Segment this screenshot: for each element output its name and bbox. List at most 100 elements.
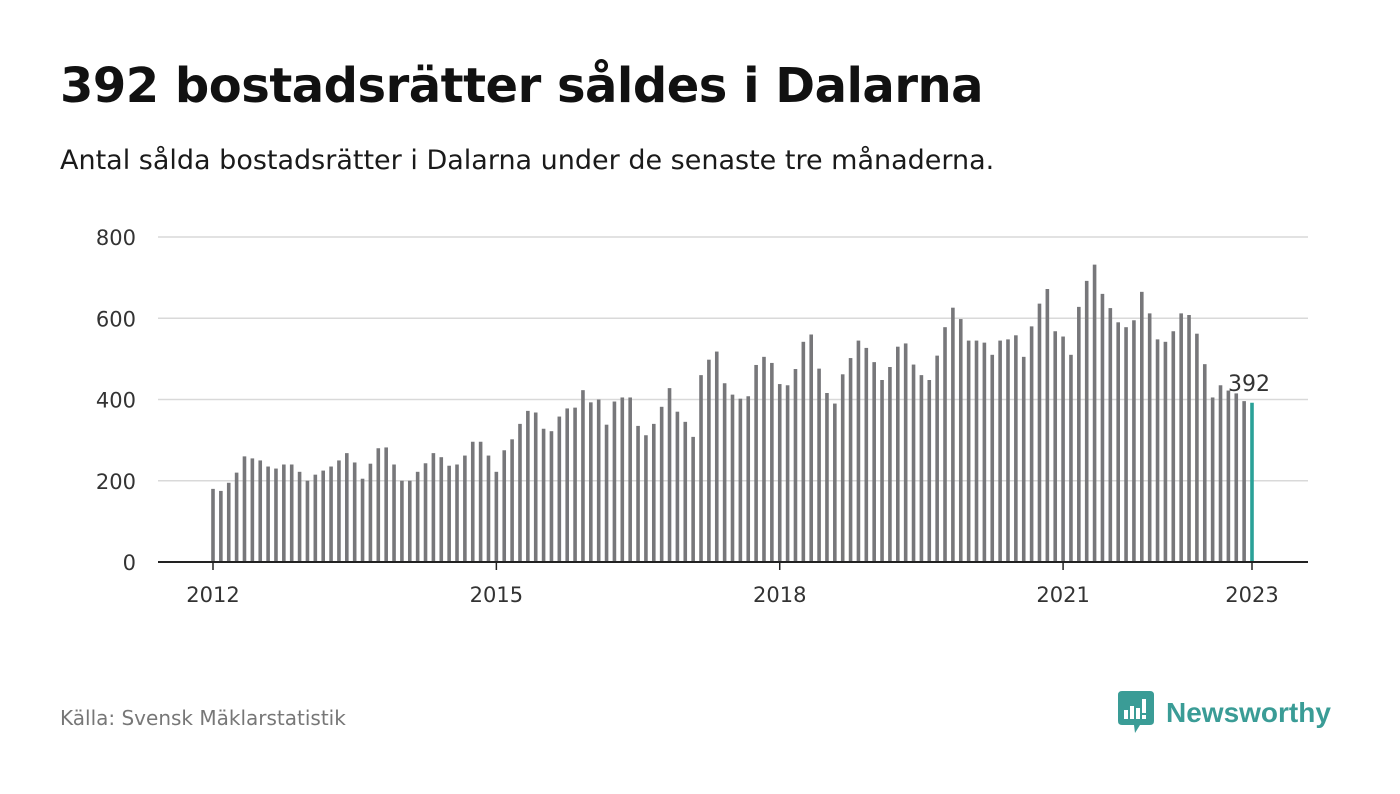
bar — [966, 340, 971, 562]
bar — [927, 380, 932, 562]
y-tick-label: 600 — [96, 307, 136, 331]
bar — [1014, 335, 1018, 562]
bar — [384, 447, 388, 562]
bar — [526, 410, 530, 563]
bar — [896, 346, 900, 562]
x-tick-label: 2018 — [753, 583, 806, 607]
bar — [683, 421, 688, 562]
bars — [211, 264, 1254, 563]
bar — [785, 385, 790, 562]
bar — [1140, 291, 1144, 562]
bar — [321, 470, 325, 562]
bar — [329, 466, 333, 562]
bar — [911, 364, 916, 562]
bar — [903, 343, 908, 562]
bar — [463, 455, 467, 562]
bar — [777, 384, 782, 562]
bar — [974, 340, 979, 562]
bar — [919, 375, 924, 563]
bar — [801, 341, 806, 562]
bar — [1053, 331, 1058, 562]
source-credit: Källa: Svensk Mäklarstatistik — [60, 706, 346, 730]
bar — [337, 460, 341, 562]
bar — [439, 457, 444, 562]
bar — [754, 364, 758, 562]
bar — [951, 307, 955, 562]
bar — [234, 472, 239, 563]
y-tick-label: 800 — [96, 226, 136, 250]
bar — [943, 327, 947, 562]
bar — [628, 397, 632, 562]
bar — [313, 474, 318, 562]
bar — [864, 347, 869, 562]
bar — [533, 412, 538, 562]
bar — [266, 466, 270, 562]
bar — [455, 464, 459, 562]
bar — [226, 482, 231, 562]
bar — [589, 402, 593, 562]
bar — [1234, 393, 1239, 562]
bar — [1124, 327, 1128, 562]
bar — [644, 435, 648, 562]
bar — [502, 450, 507, 562]
bar — [565, 408, 569, 562]
bar — [352, 462, 357, 562]
bar — [1155, 339, 1160, 563]
newsworthy-logo-icon — [1118, 691, 1154, 733]
bar — [1006, 339, 1010, 563]
bar — [1077, 306, 1081, 563]
bar — [1069, 354, 1073, 562]
bar — [651, 423, 656, 563]
bar — [1226, 390, 1231, 562]
bar — [848, 358, 853, 562]
bar — [982, 342, 987, 563]
bar — [659, 406, 664, 562]
bar — [604, 424, 609, 562]
bar — [1132, 320, 1136, 562]
highlight-value-label: 392 — [1228, 372, 1270, 397]
bar — [998, 340, 1002, 562]
bar — [573, 407, 577, 563]
bar — [1045, 289, 1050, 562]
bar — [1116, 322, 1120, 562]
bar — [1195, 333, 1199, 562]
bar — [1100, 293, 1105, 563]
bar — [770, 362, 774, 562]
y-tick-label: 200 — [96, 470, 136, 494]
bar — [738, 398, 743, 562]
bar — [722, 383, 727, 562]
bar — [518, 423, 522, 563]
bar — [825, 393, 829, 562]
bar — [415, 471, 420, 562]
bar — [470, 441, 475, 562]
bar — [840, 374, 845, 562]
bar — [1037, 303, 1042, 563]
bar — [1021, 356, 1026, 562]
bar — [1171, 331, 1176, 562]
brand-logo: Newsworthy — [1118, 690, 1331, 736]
bar — [368, 463, 373, 562]
bar — [1147, 313, 1152, 563]
bar — [242, 456, 247, 563]
bar — [478, 441, 483, 562]
bar — [675, 411, 680, 562]
bar — [219, 490, 223, 562]
bar — [211, 488, 215, 563]
bar — [707, 359, 711, 562]
bar — [494, 471, 499, 562]
bar — [809, 334, 814, 562]
bar — [1242, 401, 1246, 563]
x-tick-label: 2012 — [186, 583, 239, 607]
bar — [1210, 397, 1215, 562]
bar — [305, 480, 310, 562]
bar — [699, 375, 703, 563]
bar — [1179, 313, 1183, 563]
x-tick-label: 2015 — [470, 583, 523, 607]
bar — [833, 403, 837, 562]
chart-title: 392 bostadsrätter såldes i Dalarna — [60, 58, 984, 114]
bar — [581, 390, 585, 562]
bar — [1218, 385, 1223, 562]
chart-subtitle: Antal sålda bostadsrätter i Dalarna unde… — [60, 145, 995, 176]
bar-highlight — [1250, 402, 1254, 562]
bar — [636, 425, 640, 562]
